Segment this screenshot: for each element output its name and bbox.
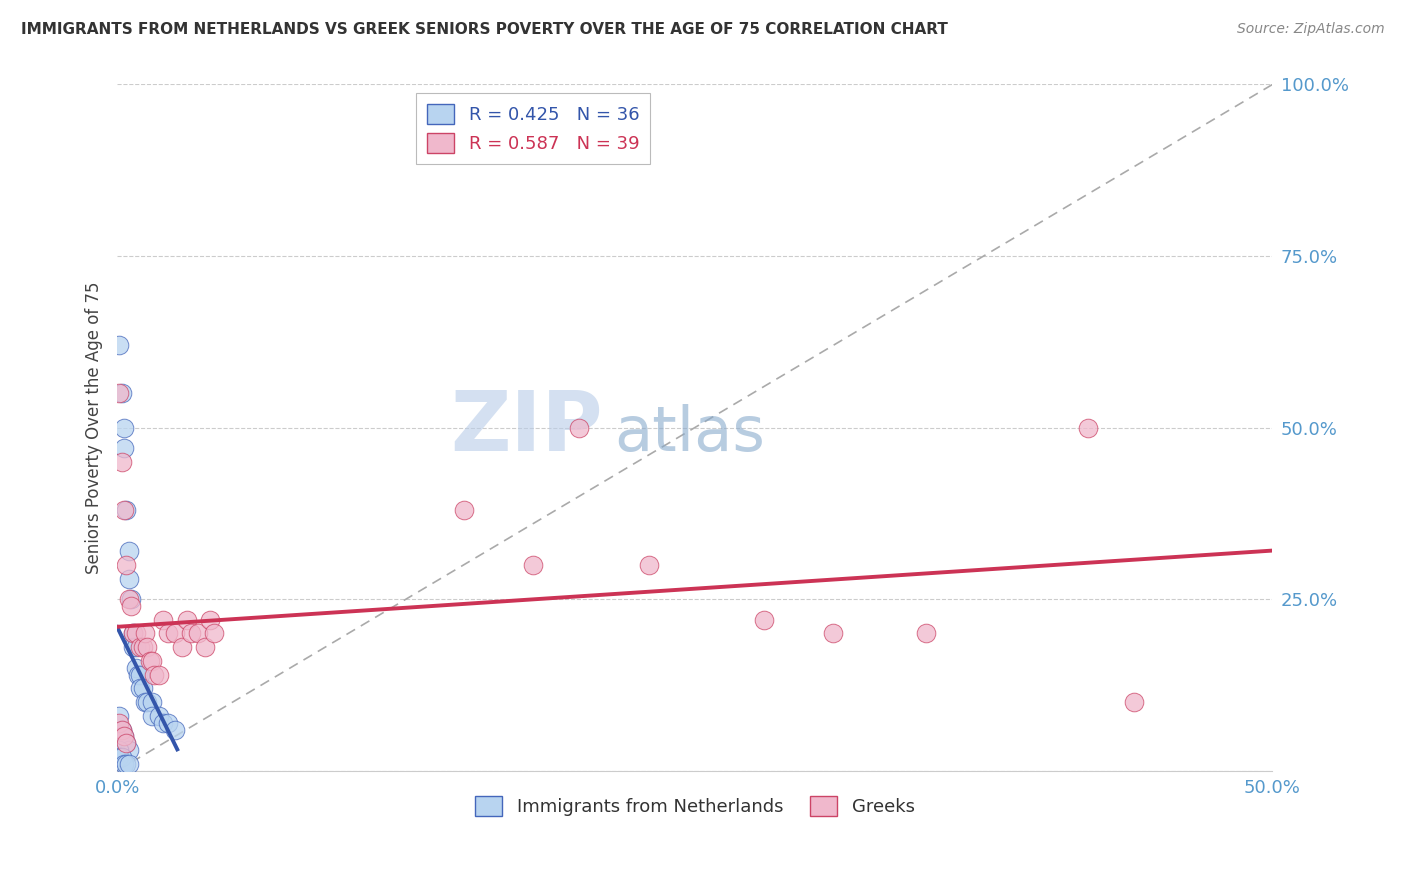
Point xyxy=(131,640,153,655)
Point xyxy=(120,592,142,607)
Point xyxy=(112,730,135,744)
Point xyxy=(108,338,131,352)
Y-axis label: Seniors Poverty Over the Age of 75: Seniors Poverty Over the Age of 75 xyxy=(86,281,103,574)
Point xyxy=(202,626,225,640)
Point xyxy=(108,715,131,730)
Point xyxy=(108,743,131,757)
Point xyxy=(108,386,131,401)
Point xyxy=(118,756,141,771)
Text: atlas: atlas xyxy=(614,404,765,465)
Point xyxy=(823,626,845,640)
Point xyxy=(198,613,221,627)
Point xyxy=(134,695,156,709)
Point xyxy=(157,626,180,640)
Point xyxy=(163,723,186,737)
Point xyxy=(115,503,138,517)
Point xyxy=(148,667,170,681)
Text: IMMIGRANTS FROM NETHERLANDS VS GREEK SENIORS POVERTY OVER THE AGE OF 75 CORRELAT: IMMIGRANTS FROM NETHERLANDS VS GREEK SEN… xyxy=(21,22,948,37)
Point xyxy=(453,503,475,517)
Point xyxy=(136,695,159,709)
Point xyxy=(131,681,153,696)
Point xyxy=(141,695,163,709)
Point xyxy=(1122,695,1144,709)
Text: Source: ZipAtlas.com: Source: ZipAtlas.com xyxy=(1237,22,1385,37)
Text: ZIP: ZIP xyxy=(450,387,602,468)
Point xyxy=(118,572,141,586)
Point xyxy=(112,503,135,517)
Point xyxy=(124,626,146,640)
Point xyxy=(134,626,156,640)
Point xyxy=(124,661,146,675)
Point xyxy=(752,613,775,627)
Point xyxy=(152,715,174,730)
Point xyxy=(152,613,174,627)
Point xyxy=(136,640,159,655)
Point xyxy=(163,626,186,640)
Point xyxy=(124,640,146,655)
Point xyxy=(118,592,141,607)
Point xyxy=(138,654,160,668)
Point xyxy=(122,626,145,640)
Point xyxy=(180,626,202,640)
Point xyxy=(148,708,170,723)
Point xyxy=(115,736,138,750)
Point xyxy=(122,640,145,655)
Point xyxy=(170,640,193,655)
Point xyxy=(143,667,166,681)
Point xyxy=(194,640,217,655)
Point xyxy=(108,708,131,723)
Point xyxy=(115,558,138,572)
Point xyxy=(187,626,209,640)
Point xyxy=(108,750,131,764)
Point xyxy=(111,750,134,764)
Point xyxy=(127,667,149,681)
Point xyxy=(568,420,591,434)
Point xyxy=(129,681,152,696)
Point xyxy=(112,420,135,434)
Point xyxy=(915,626,938,640)
Point xyxy=(129,667,152,681)
Point xyxy=(111,730,134,744)
Point xyxy=(112,730,135,744)
Point xyxy=(637,558,659,572)
Point xyxy=(118,544,141,558)
Point xyxy=(112,756,135,771)
Point xyxy=(115,736,138,750)
Point xyxy=(120,599,142,613)
Point xyxy=(112,441,135,455)
Point xyxy=(122,626,145,640)
Point xyxy=(115,756,138,771)
Point xyxy=(522,558,544,572)
Point xyxy=(141,708,163,723)
Legend: Immigrants from Netherlands, Greeks: Immigrants from Netherlands, Greeks xyxy=(468,789,922,823)
Point xyxy=(141,654,163,668)
Point xyxy=(157,715,180,730)
Point xyxy=(129,640,152,655)
Point xyxy=(111,455,134,469)
Point xyxy=(111,386,134,401)
Point xyxy=(111,723,134,737)
Point xyxy=(111,723,134,737)
Point xyxy=(1077,420,1099,434)
Point xyxy=(176,613,198,627)
Point xyxy=(118,743,141,757)
